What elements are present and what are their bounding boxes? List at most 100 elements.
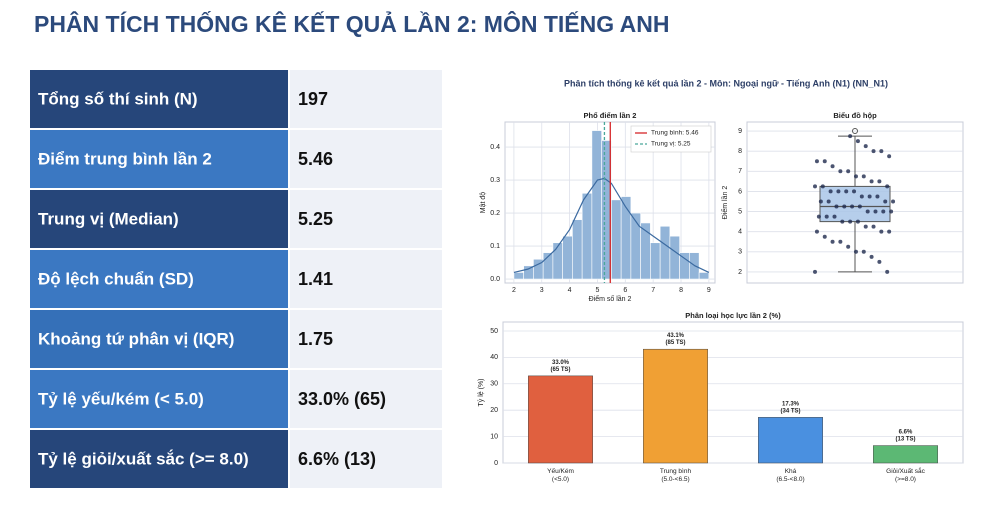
strip-point: [818, 199, 823, 204]
flier: [852, 128, 858, 135]
legend-label: Trung vị: 5.25: [651, 141, 691, 148]
histogram-bar: [513, 272, 524, 280]
strip-point: [848, 134, 853, 139]
strip-point: [871, 149, 876, 154]
strip-point: [828, 189, 833, 194]
strip-point: [883, 199, 888, 204]
x-tick-label: 2: [512, 287, 516, 294]
x-tick-label: 3: [540, 287, 544, 294]
y-tick-label: 0.0: [490, 276, 500, 283]
strip-point: [889, 209, 894, 214]
value-cell: [290, 250, 442, 308]
bar: [873, 445, 938, 464]
row-value: 1.75: [298, 329, 333, 349]
row-label: Tỷ lệ yếu/kém (< 5.0): [38, 389, 204, 408]
strip-point: [848, 219, 853, 224]
row-value: 33.0% (65): [298, 389, 386, 409]
strip-point: [855, 139, 860, 144]
strip-point: [875, 194, 880, 199]
strip-point: [855, 219, 860, 224]
y-tick-label: 20: [490, 407, 498, 414]
strip-point: [822, 159, 827, 164]
value-cell: [290, 190, 442, 248]
histogram-bar: [669, 235, 680, 280]
histogram-bar: [659, 225, 671, 280]
strip-point: [887, 229, 892, 234]
row-label: Trung vị (Median): [38, 209, 179, 228]
strip-point: [857, 204, 862, 209]
histogram-bar: [572, 219, 583, 280]
histogram-bar: [552, 242, 563, 280]
y-tick-label: 7: [738, 168, 742, 175]
histogram-bar: [591, 130, 602, 280]
y-tick-label: 4: [738, 229, 742, 236]
strip-point: [863, 224, 868, 229]
strip-point: [846, 244, 851, 249]
y-tick-label: 0.3: [490, 177, 500, 184]
x-axis-label: Điểm số lần 2: [589, 294, 632, 303]
chart-title: Biểu đồ hộp: [833, 111, 877, 120]
strip-point: [838, 169, 843, 174]
strip-point: [869, 179, 874, 184]
y-tick-label: 10: [490, 433, 498, 440]
strip-point: [879, 229, 884, 234]
histogram-bar: [562, 235, 573, 280]
bar: [643, 348, 708, 464]
row-value: 197: [298, 89, 328, 109]
x-tick-label: Giỏi/Xuất sắc (>=8.0): [886, 466, 925, 483]
value-label: 33.0% (65 TS): [550, 359, 570, 372]
strip-point: [867, 194, 872, 199]
bar: [758, 417, 823, 464]
strip-point: [814, 159, 819, 164]
strip-point: [840, 219, 845, 224]
label-cell: [30, 190, 288, 248]
y-tick-label: 0.4: [490, 144, 500, 151]
strip-point: [885, 184, 890, 189]
row-label: Tỷ lệ giỏi/xuất sắc (>= 8.0): [38, 449, 249, 468]
histogram-bar: [581, 192, 593, 280]
strip-point: [838, 239, 843, 244]
chart-title: Phân loại học lực lần 2 (%): [685, 311, 781, 320]
strip-point: [861, 249, 866, 254]
strip-point: [826, 199, 831, 204]
strip-point: [814, 229, 819, 234]
y-tick-label: 9: [738, 128, 742, 135]
strip-point: [813, 269, 817, 274]
strip-point: [861, 174, 866, 179]
strip-point: [830, 239, 835, 244]
row-value: 5.46: [298, 149, 333, 169]
strip-point: [830, 164, 835, 169]
row-label: Điểm trung bình lần 2: [38, 149, 212, 168]
label-cell: [30, 430, 288, 488]
x-tick-label: 7: [651, 287, 655, 294]
y-tick-label: 30: [490, 381, 498, 388]
row-value: 1.41: [298, 269, 333, 289]
label-cell: [30, 370, 288, 428]
y-tick-label: 0.2: [490, 210, 500, 217]
y-tick-label: 0: [494, 460, 498, 467]
strip-point: [852, 189, 857, 194]
strip-point: [850, 204, 855, 209]
x-tick-label: Yếu/Kém (<5.0): [547, 466, 574, 483]
strip-point: [877, 179, 882, 184]
figure-title: Phân tích thống kê kết quả lần 2 - Môn: …: [564, 78, 888, 88]
y-tick-label: 2: [738, 269, 742, 276]
x-tick-label: 8: [679, 287, 683, 294]
value-label: 6.6% (13 TS): [895, 429, 915, 442]
strip-point: [881, 209, 886, 214]
strip-point: [844, 189, 849, 194]
x-tick-label: 5: [596, 287, 600, 294]
chart-title: Phổ điểm lần 2: [584, 111, 637, 120]
y-axis-label: Mật độ: [480, 192, 487, 214]
value-label: 17.3% (34 TS): [780, 401, 800, 414]
row-value: 6.6% (13): [298, 449, 376, 469]
y-tick-label: 5: [738, 208, 742, 215]
x-tick-label: 6: [623, 287, 627, 294]
y-tick-label: 50: [490, 328, 498, 335]
x-tick-label: 4: [568, 287, 572, 294]
y-axis-label: Điểm lần 2: [720, 186, 729, 220]
strip-point: [832, 214, 837, 219]
y-tick-label: 8: [738, 148, 742, 155]
legend-box: [630, 125, 712, 153]
